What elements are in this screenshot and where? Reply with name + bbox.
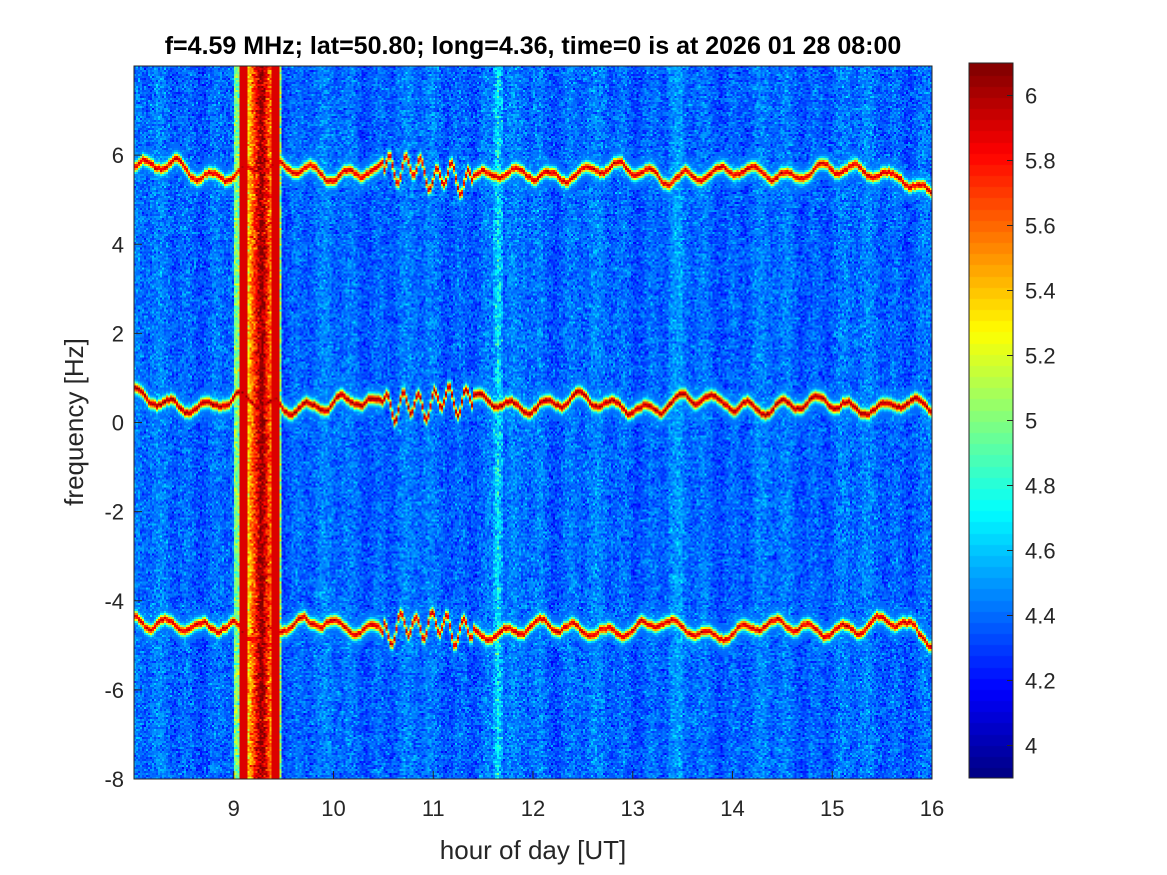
y-tick-label: -6 <box>104 678 124 703</box>
x-tick-label: 9 <box>228 796 240 821</box>
x-tick-label: 11 <box>422 796 445 821</box>
x-tick-label: 16 <box>920 796 944 821</box>
colorbar-tick-label: 6 <box>1025 84 1037 109</box>
colorbar-tick-label: 5.8 <box>1025 149 1056 174</box>
y-tick-label: -2 <box>104 500 124 525</box>
x-tick-label: 10 <box>321 796 345 821</box>
colorbar-tick-label: 4.8 <box>1025 474 1056 499</box>
chart-title: f=4.59 MHz; lat=50.80; long=4.36, time=0… <box>165 32 902 60</box>
x-axis-label: hour of day [UT] <box>440 835 626 865</box>
y-axis-label: frequency [Hz] <box>59 338 89 506</box>
colorbar-border <box>968 62 1014 779</box>
colorbar-tick-label: 4.4 <box>1025 604 1056 629</box>
x-tick-label: 12 <box>521 796 545 821</box>
y-ticks: -8 -6 -4 -2 0 2 4 6 <box>104 143 142 792</box>
colorbar-tick-label: 5 <box>1025 409 1037 434</box>
y-tick-label: 0 <box>112 411 124 436</box>
x-ticks: 9 10 11 12 13 14 15 16 <box>228 771 944 821</box>
colorbar-tick-label: 4 <box>1025 734 1037 759</box>
colorbar-ticks: 4 4.2 4.4 4.6 4.8 5 5.2 5.4 5.6 5.8 6 <box>1007 84 1056 759</box>
x-tick-label: 13 <box>621 796 645 821</box>
colorbar-tick-label: 4.6 <box>1025 539 1056 564</box>
plot-border <box>133 65 933 780</box>
y-tick-label: 6 <box>112 143 124 168</box>
colorbar-tick-label: 5.6 <box>1025 214 1056 239</box>
y-tick-label: 2 <box>112 321 124 346</box>
y-tick-label: -4 <box>104 589 124 614</box>
colorbar-tick-label: 4.2 <box>1025 669 1056 694</box>
y-tick-label: 4 <box>112 232 124 257</box>
colorbar-image <box>969 63 1013 778</box>
colorbar-tick-label: 5.2 <box>1025 344 1056 369</box>
x-tick-label: 15 <box>820 796 844 821</box>
spectrogram-image <box>134 66 932 779</box>
colorbar-tick-label: 5.4 <box>1025 279 1056 304</box>
x-tick-label: 14 <box>720 796 744 821</box>
axes-frame <box>133 62 1014 780</box>
y-tick-label: -8 <box>104 767 124 792</box>
